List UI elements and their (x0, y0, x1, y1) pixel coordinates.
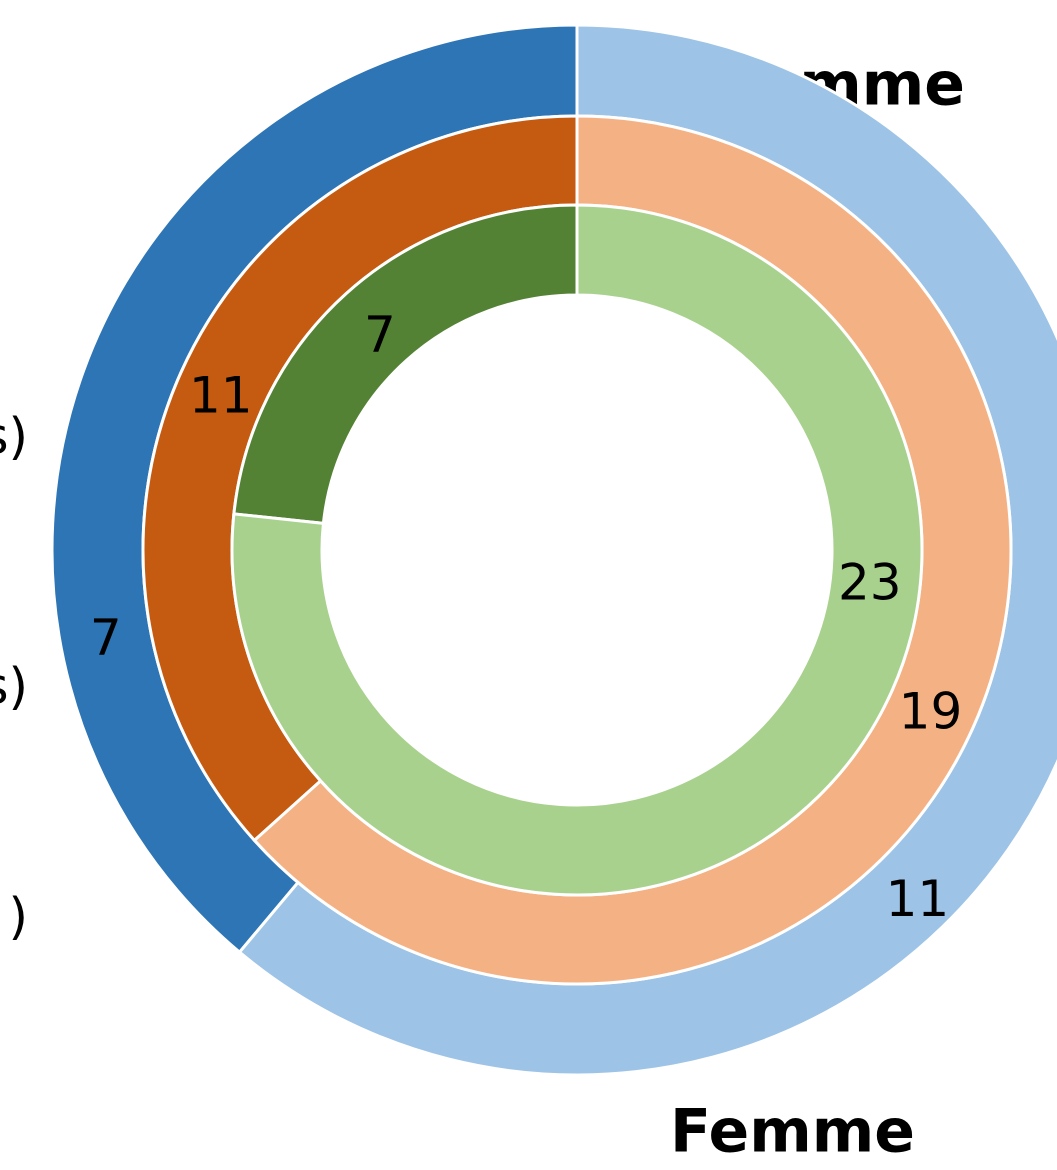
data-label: 11 (886, 870, 950, 928)
data-label: 19 (899, 682, 963, 740)
data-label: 7 (90, 609, 122, 667)
donut-segment (230, 203, 924, 897)
data-label: 23 (838, 553, 902, 611)
legend-label: s) (0, 408, 28, 466)
legend-label: ) (8, 888, 28, 946)
legend-label: s) (0, 658, 28, 716)
category-label: Femme (670, 1097, 915, 1167)
data-label: 11 (189, 366, 253, 424)
data-label: 7 (364, 306, 396, 364)
